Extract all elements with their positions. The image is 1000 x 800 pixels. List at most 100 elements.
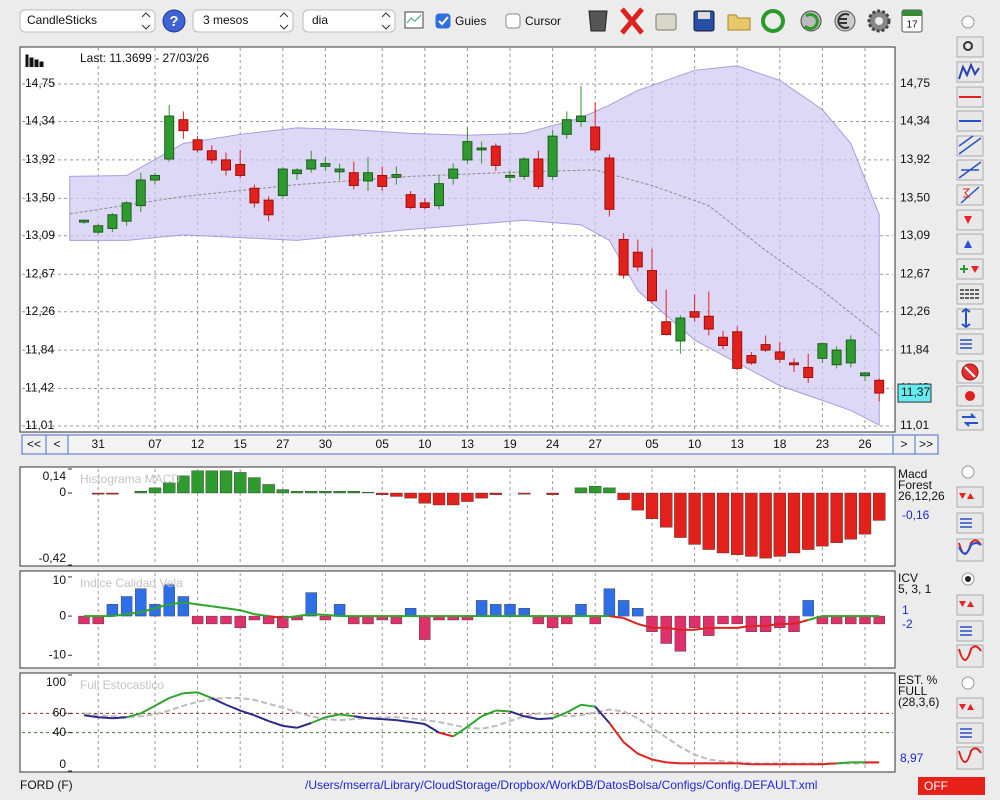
toolbar: CandleSticks ? 3 mesos dia Guies Cursor … <box>19 7 923 35</box>
record-icon <box>965 391 975 401</box>
histogram-bar <box>148 487 162 494</box>
y-tick-label-right: 11,84 <box>900 342 929 356</box>
guides-checkbox[interactable] <box>435 13 451 29</box>
y-tick-label: 11,42 <box>25 381 54 395</box>
icv-bar <box>92 615 104 625</box>
histogram-bar <box>475 492 488 499</box>
refresh-button[interactable] <box>761 9 785 33</box>
radio-button[interactable] <box>961 676 975 690</box>
guides-label: Guies <box>455 14 486 28</box>
y-tick-label-right: 12,67 <box>900 266 930 280</box>
date-label: 10 <box>688 437 702 451</box>
cursor-label: Cursor <box>525 14 561 28</box>
stochastic-k-segment <box>98 716 113 720</box>
symbol: FORD (F) <box>20 778 73 792</box>
current-value: 1 <box>902 603 909 617</box>
stochastic-panel <box>19 672 896 773</box>
icv-line-segment <box>225 607 241 612</box>
levels-icon <box>960 728 972 738</box>
last-price-marker <box>897 383 932 403</box>
y-tick-label: 14,34 <box>25 114 55 128</box>
chart-type-select[interactable] <box>19 9 156 33</box>
stochastic-k-segment <box>651 758 667 764</box>
mode-badge[interactable] <box>918 777 985 795</box>
indicator-label: Macd <box>898 467 927 481</box>
candle-body <box>150 174 160 181</box>
indicator-label: EST. % <box>898 673 938 687</box>
stochastic-k-segment <box>296 722 312 729</box>
date-label: 24 <box>546 437 560 451</box>
signals-button[interactable] <box>956 258 984 280</box>
side-toolbar <box>956 15 984 770</box>
radio-button[interactable] <box>961 15 975 29</box>
curve-button[interactable] <box>956 746 984 770</box>
icv-bar <box>504 604 516 617</box>
curve-button[interactable] <box>956 644 984 668</box>
interval: dia <box>312 13 328 27</box>
histogram-bar <box>773 492 786 557</box>
icv-line-segment <box>169 601 184 606</box>
icv-line-segment <box>268 615 283 620</box>
icv-line-segment <box>296 613 312 618</box>
icv-bar <box>617 600 630 617</box>
candle-body <box>419 202 430 208</box>
help-button[interactable] <box>162 9 186 33</box>
print-button[interactable] <box>655 13 677 31</box>
icv-bar <box>234 615 246 629</box>
candle-body <box>689 311 700 318</box>
candle-body <box>235 163 246 176</box>
icv-bar <box>135 588 147 617</box>
date-label: 10 <box>418 437 432 451</box>
candle-body <box>576 115 586 123</box>
indicator-label: 5, 3, 1 <box>898 582 932 596</box>
y-tick-label: 11,01 <box>25 418 54 432</box>
indicator-label: ICV <box>898 571 918 585</box>
icv-line-segment <box>112 613 127 618</box>
zoom-button[interactable] <box>956 36 984 58</box>
stochastic-k-segment <box>211 697 227 706</box>
current-value: 8,97 <box>900 751 924 765</box>
stochastic-k-segment <box>83 714 99 719</box>
stochastic-k-segment <box>495 709 511 713</box>
icv-bar <box>632 608 644 617</box>
curve-button[interactable] <box>956 538 984 562</box>
candle-body <box>476 147 487 151</box>
stochastic-k-segment <box>737 762 752 766</box>
current-value: -2 <box>902 617 913 631</box>
last-button[interactable] <box>914 434 939 455</box>
interval-select[interactable] <box>302 9 396 33</box>
y-tick-label: 0 <box>59 485 66 499</box>
buy-icon <box>964 240 972 248</box>
open-button[interactable] <box>727 14 751 31</box>
indicator-label: 26,12,26 <box>898 489 945 503</box>
histogram-bar <box>802 492 815 550</box>
fibo-icon <box>960 186 980 204</box>
close-button[interactable] <box>620 7 644 35</box>
plot-area <box>91 470 886 559</box>
channel-icon <box>958 135 982 155</box>
date-label: 18 <box>773 437 787 451</box>
icv-line-segment <box>254 613 269 618</box>
swap-button[interactable] <box>956 409 984 431</box>
y-tick-label: 0 <box>59 608 66 622</box>
cursor-checkbox[interactable] <box>505 13 521 29</box>
period-select[interactable] <box>192 9 294 33</box>
date-label: 07 <box>148 437 162 451</box>
histogram-bar <box>219 470 233 494</box>
radio-button[interactable] <box>961 465 975 479</box>
config-path[interactable]: /Users/mserra/Library/CloudStorage/Dropb… <box>305 778 817 792</box>
curve-icon <box>958 747 982 763</box>
icv-bar <box>745 615 758 632</box>
icv-bar <box>163 584 175 617</box>
delete-button[interactable] <box>588 10 608 32</box>
y-tick-label-right: 13,50 <box>900 190 930 204</box>
histogram-bar <box>631 492 644 511</box>
range-icon <box>961 307 971 329</box>
candle-body <box>661 321 672 336</box>
candle-body <box>874 379 885 394</box>
prev-button[interactable] <box>45 434 69 455</box>
stochastic-k-segment <box>396 719 411 724</box>
candle-body <box>547 135 558 177</box>
candle-body <box>377 174 388 187</box>
stochastic-k-segment <box>424 723 440 734</box>
